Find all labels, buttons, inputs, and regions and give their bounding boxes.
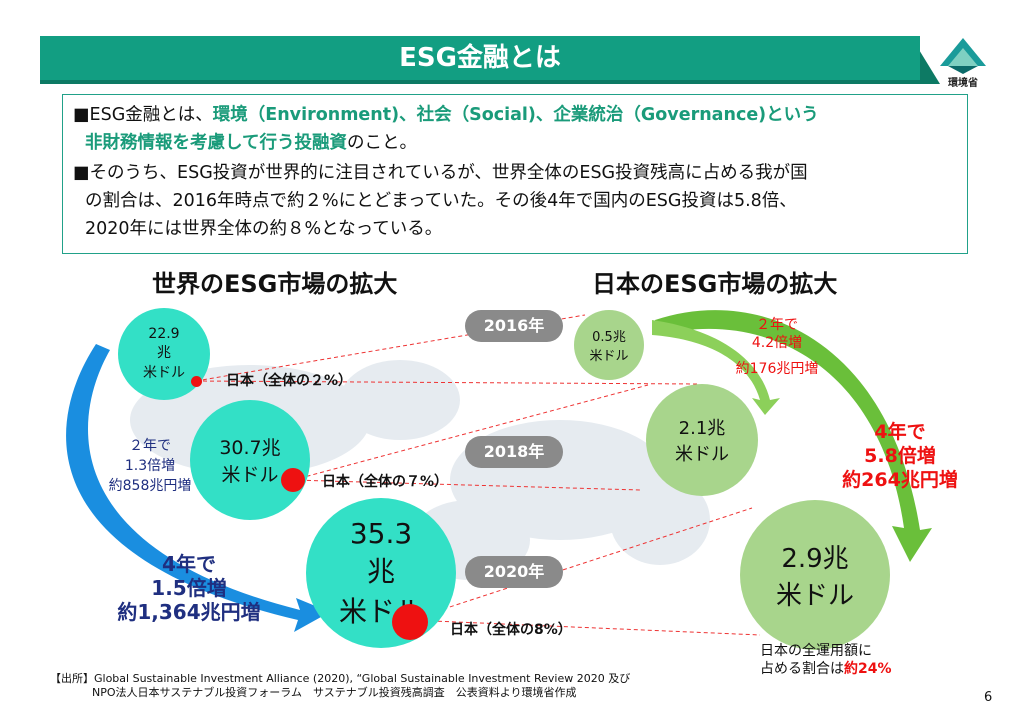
japan-growth-arrow-large [655,310,932,562]
world-heading: 世界のESG市場の拡大 [152,270,398,298]
japan-share-note-line1: 日本の全運用額に [760,643,872,659]
world-2016-value: 22.9 [148,326,180,342]
world-growth-4y-amount: 約1,364兆円増 [117,600,261,624]
japan-growth-2y-period: ２年で [756,317,798,333]
world-2020-unit1: 兆 [366,554,395,588]
world-2018-unit: 米ドル [221,464,279,486]
diagram-graphics [66,310,932,636]
japan-growth-4y-ratio: 5.8倍増 [864,445,936,467]
japan-2018-value: 2.1兆 [678,418,726,439]
japan-2018-circle: 2.1兆 米ドル [646,384,758,496]
summary-line-5: 2020年には世界全体の約８%となっている。 [85,219,443,239]
connector-lines [195,314,761,636]
japan-heading: 日本のESG市場の拡大 [592,270,838,298]
world-2016-unit1: 兆 [157,345,171,361]
japan-share-note: 日本の全運用額に 占める割合は約24% [760,642,950,678]
page-title: ESG金融とは [399,43,561,73]
world-2020-circle: 35.3 兆 米ドル [306,498,456,648]
ministry-logo [940,38,986,74]
summary-p1-green1: 環境（Environment)、社会（Social)、企業統治（Governan… [212,105,819,125]
year-pill-2020: 2020年 [465,556,563,588]
japan-share-dot-2016 [191,376,202,387]
summary-p1-post: のこと。 [346,133,417,153]
japan-share-dot-2020 [392,604,428,640]
year-pill-2016: 2016年 [465,310,563,342]
japan-share-note-line2: 占める割合は [760,661,844,677]
world-growth-4y-ratio: 1.5倍増 [151,576,227,600]
summary-line-3: ■そのうち、ESG投資が世界的に注目されているが、世界全体のESG投資残高に占め… [73,163,808,183]
world-growth-2y-amount: 約858兆円増 [108,478,192,494]
share-label-2018: 日本（全体の７%） [322,474,449,490]
japan-2016-unit: 米ドル [589,349,629,364]
source-line-1: 【出所】Global Sustainable Investment Allian… [50,672,631,685]
japan-2020-value: 2.9兆 [781,544,849,574]
japan-growth-4y-amount: 約264兆円増 [842,469,958,491]
summary-line-2: 非財務情報を考慮して行う投融資のこと。 [85,129,417,157]
world-growth-2y-ratio: 1.3倍増 [124,458,176,474]
japan-growth-arrow-small [652,320,780,415]
japan-share-dot-2018 [281,468,305,492]
summary-p1-pre: ■ESG金融とは、 [73,105,213,125]
japan-growth-4y-period: 4年で [874,421,926,443]
source-line-2: NPO法人日本サステナブル投資フォーラム サステナブル投資残高調査 公表資料より… [92,686,577,699]
japan-growth-2y-ratio: 4.2倍増 [751,335,803,351]
world-growth-4y-period: 4年で [162,552,216,576]
world-2018-circle: 30.7兆 米ドル [190,400,310,520]
logo-text: 環境省 [948,78,978,89]
page-number: 6 [984,690,993,705]
japan-growth-2y-amount: 約176兆円増 [735,361,819,377]
world-growth-arrow [66,344,331,632]
world-growth-2y-period: ２年で [129,438,171,454]
japan-2018-unit: 米ドル [675,444,729,465]
japan-2016-value: 0.5兆 [592,330,626,345]
world-2016-unit2: 米ドル [143,365,185,381]
japan-2016-circle: 0.5兆 米ドル [574,310,644,380]
world-2018-value: 30.7兆 [219,437,281,459]
japan-2020-circle: 2.9兆 米ドル [740,500,890,650]
year-pill-2018: 2018年 [465,436,563,468]
world-2020-value: 35.3 [349,516,413,550]
title-bar [40,36,920,80]
japan-share-value: 約24% [844,661,892,677]
world-growth-4y: 4年で 1.5倍増 約1,364兆円増 [94,552,284,624]
summary-line-1: ■ESG金融とは、環境（Environment)、社会（Social)、企業統治… [73,101,819,129]
japan-2020-unit: 米ドル [775,581,854,611]
world-growth-2y: ２年で 1.3倍増 約858兆円増 [100,436,200,496]
share-label-2020: 日本（全体の8%） [450,622,572,638]
japan-growth-2y: ２年で 4.2倍増 約176兆円増 [722,316,832,378]
summary-box: ■ESG金融とは、環境（Environment)、社会（Social)、企業統治… [62,94,968,254]
japan-growth-4y: 4年で 5.8倍増 約264兆円増 [810,420,990,492]
share-label-2016: 日本（全体の２%） [226,373,353,389]
summary-line-4: の割合は、2016年時点で約２%にとどまっていた。その後4年で国内のESG投資は… [85,191,797,211]
summary-p1-green2: 非財務情報を考慮して行う投融資 [85,133,347,153]
